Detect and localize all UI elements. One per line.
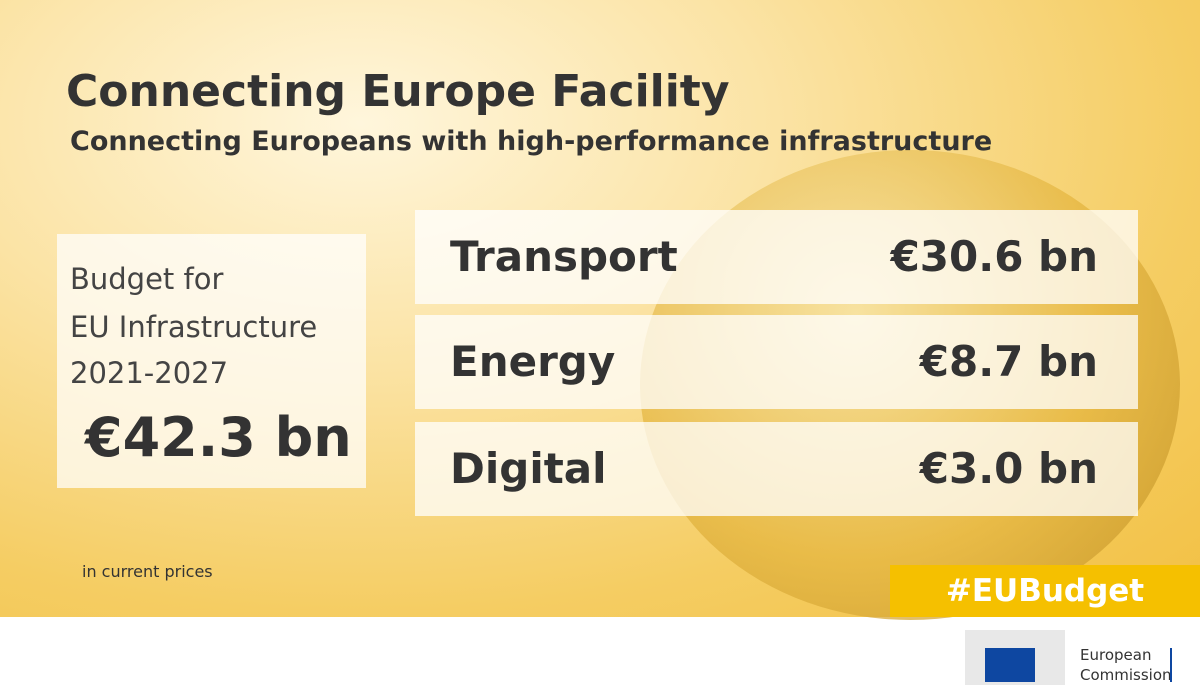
item-label: Digital bbox=[450, 444, 607, 493]
title: Connecting Europe Facility bbox=[66, 66, 730, 117]
budget-line: Budget for bbox=[70, 262, 224, 296]
subtitle: Connecting Europeans with high-performan… bbox=[70, 126, 993, 157]
item-label: Transport bbox=[450, 232, 678, 281]
budget-line: EU Infrastructure bbox=[70, 310, 318, 344]
budget-total: €42.3 bn bbox=[85, 406, 352, 469]
eu-flag bbox=[985, 648, 1035, 682]
item-row: Digital €3.0 bn bbox=[415, 422, 1138, 516]
item-amount: €3.0 bn bbox=[919, 444, 1098, 493]
budget-box: Budget for EU Infrastructure 2021-2027 €… bbox=[57, 234, 366, 488]
logo-text: European bbox=[1080, 646, 1152, 664]
item-amount: €8.7 bn bbox=[919, 337, 1098, 386]
note: in current prices bbox=[82, 562, 213, 581]
budget-line: 2021-2027 bbox=[70, 356, 229, 390]
item-label: Energy bbox=[450, 337, 616, 386]
logo-bar bbox=[1170, 648, 1172, 682]
item-row: Energy €8.7 bn bbox=[415, 315, 1138, 409]
logo-text: Commission bbox=[1080, 666, 1172, 684]
item-amount: €30.6 bn bbox=[890, 232, 1098, 281]
hashtag: #EUBudget bbox=[890, 565, 1200, 617]
item-row: Transport €30.6 bn bbox=[415, 210, 1138, 304]
